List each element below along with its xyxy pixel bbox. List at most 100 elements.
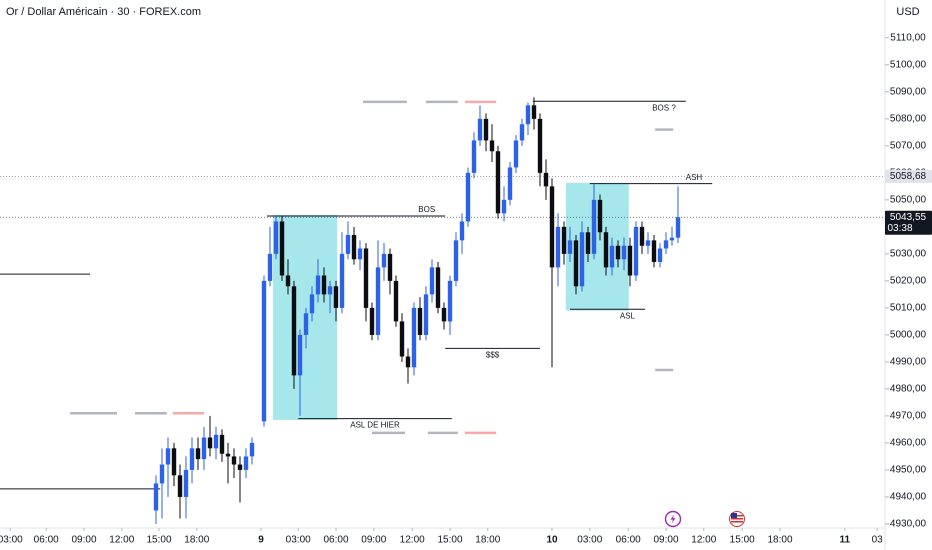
y-tick-label: 5010,00 [890, 303, 927, 314]
x-tick-label: 03:00 [0, 535, 23, 546]
x-tick-label: 03 [872, 535, 884, 546]
currency: USD [896, 6, 919, 18]
candle-body [525, 105, 531, 125]
candle-body [435, 267, 441, 308]
x-tick-label: 06:00 [323, 535, 348, 546]
candle-body [225, 453, 231, 457]
candle-body [663, 240, 669, 249]
candle-body [429, 267, 435, 295]
x-tick-label: 10 [546, 535, 558, 546]
candle-body [597, 199, 603, 233]
y-tick-label: 5050,00 [890, 194, 927, 205]
candle-body [549, 186, 555, 268]
candle-body [513, 140, 519, 168]
candle-body [603, 232, 609, 268]
y-tick-label: 4970,00 [890, 411, 927, 422]
price-label: 5043,55 [890, 212, 927, 223]
candle-body [621, 245, 627, 260]
x-tick-label: 12:00 [691, 535, 716, 546]
candle-body [579, 232, 585, 287]
candle-body [471, 140, 477, 173]
candle-body [231, 456, 237, 465]
candle-body [219, 434, 225, 454]
candle-body [171, 448, 177, 476]
x-tick-label: 06:00 [34, 535, 59, 546]
price-label: 5058,68 [890, 171, 927, 182]
candle-body [453, 240, 459, 281]
candle-body [261, 280, 267, 422]
candle-body [477, 118, 483, 141]
x-tick-label: 15:00 [437, 535, 462, 546]
candle-body [411, 307, 417, 368]
candle-body [519, 124, 525, 141]
candle-body [207, 437, 213, 449]
x-tick-label: 03:00 [577, 535, 602, 546]
candle-body [327, 286, 333, 295]
candle-body [417, 307, 423, 335]
candles-layer [153, 97, 681, 524]
candle-body [495, 151, 501, 214]
candle-body [297, 334, 303, 376]
y-tick-label: 4960,00 [890, 438, 927, 449]
y-tick-label: 5110,00 [890, 32, 926, 43]
candle-body [375, 267, 381, 335]
candle-body [483, 118, 489, 141]
candle-body [459, 221, 465, 241]
candle-body [543, 172, 549, 187]
y-tick-label: 5090,00 [890, 86, 927, 97]
candle-body [405, 356, 411, 368]
candle-body [555, 226, 561, 268]
price-label-box [885, 210, 932, 235]
x-tick-label: 03:00 [286, 535, 311, 546]
candle-body [267, 253, 273, 281]
y-tick-label: 4940,00 [890, 492, 927, 503]
x-tick-label: 15:00 [730, 535, 755, 546]
candle-body [165, 448, 171, 465]
candle-body [501, 199, 507, 214]
candle-body [639, 226, 645, 246]
y-tick-label: 5020,00 [890, 276, 927, 287]
candle-body [447, 280, 453, 322]
x-tick-label: 18:00 [767, 535, 792, 546]
level-label: ASH [686, 173, 703, 182]
price-label-box [885, 169, 932, 183]
candle-body [351, 234, 357, 260]
candle-body [633, 226, 639, 276]
event-icon[interactable] [664, 510, 682, 528]
x-tick-label: 15:00 [146, 535, 171, 546]
level-label: ASL [620, 311, 636, 320]
x-tick-label: 9 [258, 535, 264, 546]
candle-body [201, 437, 207, 460]
candle-body [507, 167, 513, 200]
event-icon-bolt [670, 514, 676, 524]
candle-body [591, 199, 597, 254]
candle-body [177, 475, 183, 497]
y-tick-label: 4950,00 [890, 465, 927, 476]
candle-body [213, 434, 219, 449]
y-tick-label: 5100,00 [890, 59, 927, 70]
lines-layer: BOS BOS ? ASH ASL $$$ ASL DE HIER [0, 100, 885, 490]
us-flag-icon[interactable] [729, 511, 745, 527]
x-tick-label: 06:00 [616, 535, 641, 546]
candle-body [669, 237, 675, 241]
candle-body [393, 280, 399, 322]
candle-body [381, 253, 387, 268]
candle-body [561, 226, 567, 254]
candle-body [537, 118, 543, 173]
candle-body [615, 245, 621, 260]
x-tick-label: 09:00 [71, 535, 96, 546]
candle-body [363, 248, 369, 308]
candle-body [399, 321, 405, 357]
candle-body [489, 140, 495, 152]
candle-body [627, 245, 633, 276]
flag-stripe [731, 518, 743, 520]
candle-body [153, 483, 159, 511]
candle-body [675, 217, 681, 238]
y-tick-label: 4930,00 [890, 519, 927, 530]
candle-body [567, 240, 573, 254]
candle-body [585, 232, 591, 254]
candle-body [195, 448, 201, 460]
